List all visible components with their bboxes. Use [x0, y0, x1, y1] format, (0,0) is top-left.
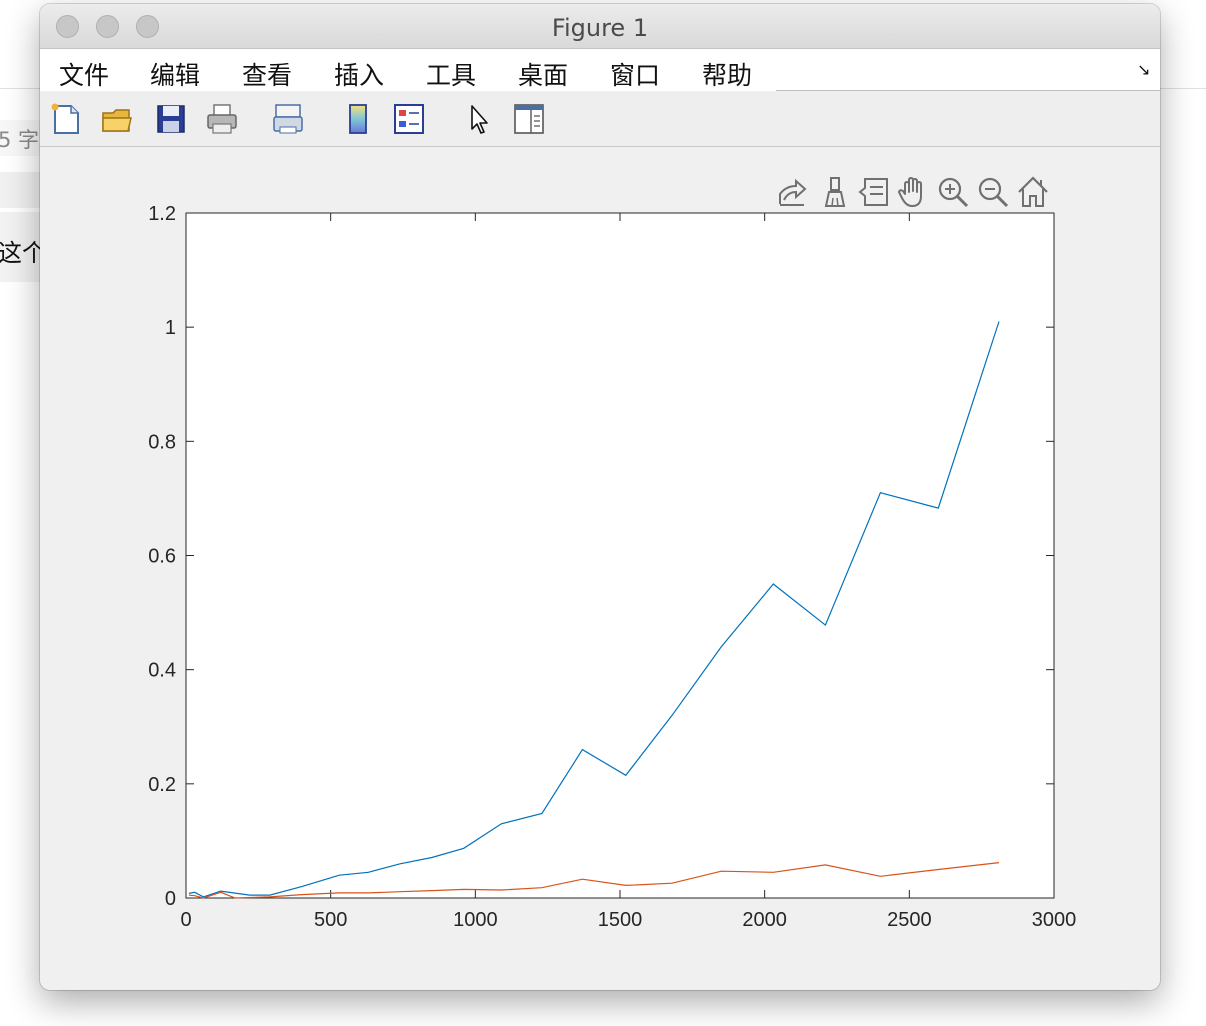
title-bar[interactable]: Figure 1	[40, 4, 1160, 49]
property-inspector-icon[interactable]	[512, 102, 546, 136]
export-icon[interactable]	[776, 174, 810, 210]
open-file-icon[interactable]	[100, 102, 134, 136]
close-window-button[interactable]	[56, 15, 79, 38]
data-tips-icon[interactable]	[857, 174, 891, 210]
y-tick-label: 0.4	[148, 660, 176, 682]
series-line-1[interactable]	[188, 321, 1000, 898]
x-tick-label: 2500	[887, 909, 932, 931]
background-text: 这个	[0, 239, 46, 267]
x-tick-label: 500	[314, 909, 347, 931]
menu-file[interactable]: 文件	[59, 61, 110, 90]
menu-bar	[40, 49, 1160, 91]
series-line-2[interactable]	[188, 862, 1000, 899]
menu-window[interactable]: 窗口	[610, 61, 661, 90]
minimize-window-button[interactable]	[96, 15, 119, 38]
legend-icon[interactable]	[392, 102, 426, 136]
x-tick-label: 0	[180, 909, 191, 931]
y-tick-label: 1.2	[148, 203, 176, 225]
edit-plot-icon[interactable]	[464, 102, 498, 136]
menu-help[interactable]: 帮助	[702, 61, 753, 90]
undock-arrow-icon[interactable]: ↘	[1137, 60, 1151, 79]
colorbar-icon[interactable]	[341, 102, 375, 136]
y-tick-label: 0.8	[148, 431, 176, 453]
save-icon[interactable]	[154, 102, 188, 136]
background-panel	[0, 172, 42, 208]
background-text: 5 字	[0, 128, 40, 152]
zoom-out-icon[interactable]	[976, 174, 1010, 210]
menu-desktop[interactable]: 桌面	[518, 61, 569, 90]
background-panel	[0, 120, 42, 156]
zoom-in-icon[interactable]	[936, 174, 970, 210]
pan-icon[interactable]	[896, 174, 930, 210]
menu-view[interactable]: 查看	[242, 61, 293, 90]
brush-icon[interactable]	[817, 174, 851, 210]
y-tick-label: 1	[165, 317, 176, 339]
menu-bar-divider	[776, 90, 1160, 91]
new-figure-icon[interactable]	[49, 102, 83, 136]
zoom-window-button[interactable]	[136, 15, 159, 38]
window-title: Figure 1	[551, 14, 649, 42]
x-tick-label: 1500	[598, 909, 643, 931]
y-tick-label: 0	[165, 888, 176, 910]
axes-box[interactable]	[185, 212, 1055, 899]
print-icon[interactable]	[205, 102, 239, 136]
y-tick-label: 0.2	[148, 774, 176, 796]
menu-tools[interactable]: 工具	[426, 61, 477, 90]
home-icon[interactable]	[1016, 174, 1050, 210]
menu-edit[interactable]: 编辑	[150, 61, 201, 90]
x-tick-label: 2000	[742, 909, 787, 931]
background-panel	[0, 212, 42, 282]
link-plot-icon[interactable]	[271, 102, 305, 136]
x-tick-label: 1000	[453, 909, 498, 931]
menu-insert[interactable]: 插入	[334, 61, 385, 90]
y-tick-label: 0.6	[148, 546, 176, 568]
x-tick-label: 3000	[1032, 909, 1077, 931]
